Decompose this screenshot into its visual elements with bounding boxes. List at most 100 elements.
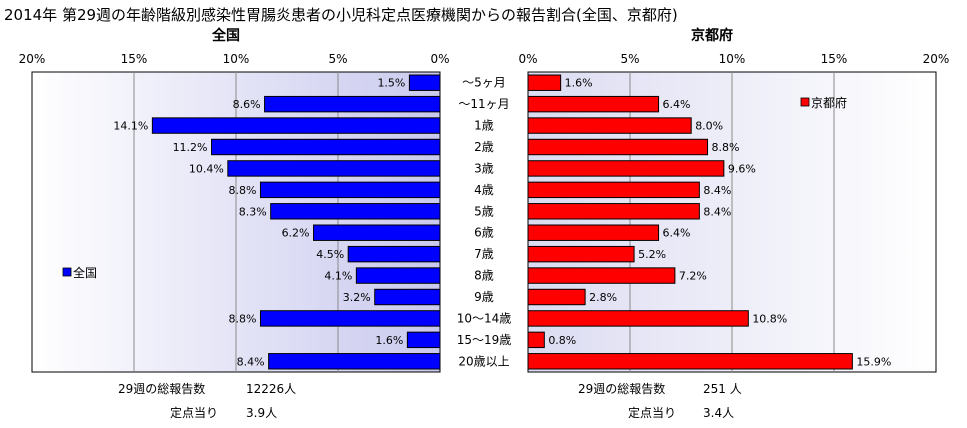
data-label: 1.6% <box>375 334 403 347</box>
data-label: 7.2% <box>679 270 707 283</box>
data-label: 8.8% <box>229 312 257 325</box>
data-label: 4.5% <box>316 248 344 261</box>
bar <box>527 117 692 134</box>
bar <box>211 138 441 156</box>
data-label: 4.1% <box>324 270 352 283</box>
data-label: 10.4% <box>189 162 224 175</box>
left-legend-swatch <box>62 267 72 277</box>
bar <box>527 181 700 199</box>
data-label: 8.6% <box>233 98 261 111</box>
bar <box>259 310 441 327</box>
axis-tick-label: 10% <box>223 52 250 66</box>
category-label: 9歳 <box>474 290 494 304</box>
bar <box>268 353 441 370</box>
category-label: ～5ヶ月 <box>462 76 506 90</box>
category-label: 15～19歳 <box>457 333 512 347</box>
axis-tick-label: 15% <box>121 52 148 66</box>
left-panel-title: 全国 <box>211 27 240 44</box>
data-label: 11.2% <box>173 141 208 154</box>
data-label: 8.4% <box>703 184 731 197</box>
bar <box>527 138 709 156</box>
data-label: 6.4% <box>663 227 691 240</box>
category-label: 20歳以上 <box>458 354 509 368</box>
category-label: 10～14歳 <box>457 311 512 325</box>
left-legend: 全国 <box>62 265 97 280</box>
bar <box>527 353 853 370</box>
bar <box>527 74 562 91</box>
right-panel-title: 京都府 <box>691 27 733 44</box>
axis-tick-label: 20% <box>923 52 950 66</box>
bar <box>527 95 660 113</box>
axis-tick-label: 0% <box>518 52 537 66</box>
bar <box>313 224 441 241</box>
left-bars <box>151 74 441 370</box>
category-label: 1歳 <box>474 119 494 133</box>
bar <box>406 331 441 349</box>
bar <box>374 288 441 306</box>
right-legend: 京都府 <box>800 95 847 110</box>
bar <box>527 203 700 220</box>
axis-tick-label: 5% <box>620 52 639 66</box>
left-total-value: 12226人 <box>246 382 296 396</box>
left-per-label: 定点当り <box>170 405 218 420</box>
category-label: 7歳 <box>474 247 494 261</box>
data-label: 0.8% <box>548 334 576 347</box>
category-label: 3歳 <box>474 161 494 175</box>
bar <box>227 160 441 177</box>
data-label: 8.8% <box>712 141 740 154</box>
right-per-value: 3.4人 <box>703 406 734 420</box>
data-label: 3.2% <box>343 291 371 304</box>
category-label: 8歳 <box>474 269 494 283</box>
right-total-label: 29週の総報告数 <box>578 381 665 396</box>
left-data-labels: 1.5% 8.6% 14.1% 11.2% 10.4% 8.8% 8.3% 6.2% 4.5% 4… <box>113 77 405 369</box>
bar <box>264 95 441 113</box>
chart-title: 2014年 第29週の年齢階級別感染性胃腸炎患者の小児科定点医療機関からの報告割… <box>4 6 678 24</box>
category-labels: ～5ヶ月 ～11ヶ月 1歳 2歳 3歳 4歳 5歳 6歳 7歳 8歳 9歳 10～14歳 15～19歳 2… <box>457 76 512 369</box>
right-axis-ticks: 0% 5% 10% 15% 20% <box>518 52 949 66</box>
right-bars <box>527 74 853 370</box>
bar <box>527 267 676 284</box>
bar <box>270 203 441 220</box>
right-total-value: 251 人 <box>703 382 742 396</box>
bar <box>527 288 586 306</box>
data-label: 2.8% <box>589 291 617 304</box>
right-legend-swatch <box>800 97 810 107</box>
right-legend-label: 京都府 <box>811 95 847 110</box>
bar <box>527 331 545 349</box>
data-label: 8.3% <box>239 205 267 218</box>
data-label: 1.6% <box>565 77 593 90</box>
right-data-labels: 1.6% 6.4% 8.0% 8.8% 9.6% 8.4% 8.4% 6.4% 5.2% 7.2%… <box>548 77 891 369</box>
left-axis-ticks: 20% 15% 10% 5% 0% <box>19 52 450 66</box>
axis-tick-label: 0% <box>430 52 449 66</box>
category-label: 6歳 <box>474 226 494 240</box>
axis-tick-label: 10% <box>719 52 746 66</box>
axis-tick-label: 5% <box>328 52 347 66</box>
data-label: 15.9% <box>856 355 891 368</box>
data-label: 1.5% <box>377 77 405 90</box>
category-label: 2歳 <box>474 140 494 154</box>
data-label: 5.2% <box>638 248 666 261</box>
data-label: 14.1% <box>113 120 148 133</box>
category-label: ～11ヶ月 <box>458 97 509 111</box>
data-label: 8.8% <box>229 184 257 197</box>
data-label: 8.4% <box>237 355 265 368</box>
bar <box>151 117 441 134</box>
bar <box>259 181 441 199</box>
data-label: 9.6% <box>728 162 756 175</box>
bar <box>355 267 441 284</box>
data-label: 6.2% <box>282 227 310 240</box>
bar <box>347 245 441 263</box>
data-label: 8.0% <box>695 120 723 133</box>
axis-tick-label: 15% <box>821 52 848 66</box>
left-total-label: 29週の総報告数 <box>118 381 205 396</box>
bar <box>527 310 749 327</box>
data-label: 6.4% <box>663 98 691 111</box>
axis-tick-label: 20% <box>19 52 46 66</box>
data-label: 8.4% <box>703 205 731 218</box>
category-label: 5歳 <box>474 204 494 218</box>
left-per-value: 3.9人 <box>246 406 277 420</box>
bar <box>408 74 441 91</box>
left-legend-label: 全国 <box>73 265 97 280</box>
